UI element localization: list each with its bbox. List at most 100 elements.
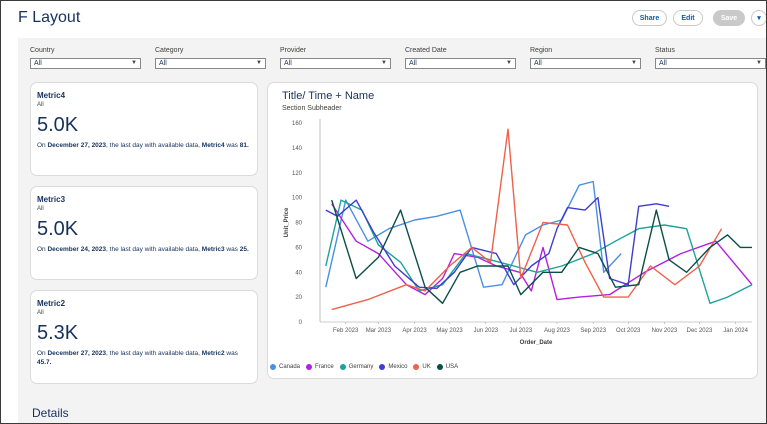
legend-item-uk[interactable]: UK	[413, 364, 431, 370]
x-axis-label: Order_Date	[520, 340, 553, 346]
note-metric: Metric2	[201, 350, 225, 357]
metric-note: On December 27, 2023, the last day with …	[37, 141, 251, 150]
filter-value: All	[34, 60, 42, 67]
region-select[interactable]: All ▼	[530, 58, 641, 69]
note-text: , the last day with available data,	[106, 142, 202, 149]
legend-label: France	[315, 364, 334, 370]
filter-category: Category All ▼	[155, 47, 266, 69]
note-text: was	[224, 246, 240, 253]
caret-down-icon: ▼	[756, 60, 762, 66]
series-line-uk	[331, 128, 723, 311]
metric-card-metric2[interactable]: Metric2 All 5.3K On December 27, 2023, t…	[30, 290, 258, 384]
metric-subtitle: All	[37, 310, 44, 316]
legend-label: Mexico	[388, 364, 408, 370]
note-text: was	[224, 350, 238, 357]
share-button[interactable]: Share	[632, 10, 667, 26]
note-metric: Metric3	[201, 246, 225, 253]
metric-card-metric4[interactable]: Metric4 All 5.0K On December 27, 2023, t…	[30, 82, 258, 176]
y-tick-label: 100	[292, 196, 303, 202]
header: F Layout Share Edit Save ▾	[1, 1, 766, 37]
note-text: , the last day with available data,	[106, 246, 202, 253]
note-text: , the last day with available data,	[106, 350, 202, 357]
chart-title: Title/ Time + Name	[282, 90, 375, 102]
filter-label: Category	[155, 47, 184, 54]
note-text: On	[37, 246, 48, 253]
filter-label: Region	[530, 47, 553, 54]
x-tick-label: Jun 2023	[473, 328, 498, 334]
y-tick-label: 80	[295, 221, 302, 227]
metric-value: 5.0K	[37, 218, 79, 240]
legend-item-france[interactable]: France	[306, 364, 334, 370]
filter-label: Status	[655, 47, 675, 54]
y-tick-label: 160	[292, 121, 303, 127]
legend-swatch	[436, 364, 443, 370]
country-select[interactable]: All ▼	[30, 58, 141, 69]
legend-swatch	[339, 364, 346, 370]
x-tick-label: Jan 2024	[723, 328, 748, 334]
metric-value: 5.3K	[37, 322, 79, 344]
filter-created-date: Created Date All ▼	[405, 47, 516, 69]
x-tick-label: Nov 2023	[652, 328, 678, 334]
note-text: On	[37, 350, 48, 357]
legend-label: USA	[445, 364, 459, 370]
metric-note: On December 27, 2023, the last day with …	[37, 349, 251, 367]
series-line-usa	[331, 199, 752, 305]
filter-value: All	[659, 60, 667, 67]
x-tick-label: Sep 2023	[580, 328, 606, 334]
x-tick-label: Apr 2023	[402, 328, 427, 334]
note-text: was	[224, 142, 240, 149]
note-date: December 27, 2023	[47, 350, 107, 357]
x-tick-label: May 2023	[436, 328, 463, 334]
filter-label: Provider	[280, 47, 307, 54]
metric-subtitle: All	[37, 102, 44, 108]
edit-button[interactable]: Edit	[673, 10, 703, 26]
note-value: 81.	[239, 142, 249, 149]
filter-status: Status All ▼	[655, 47, 766, 69]
dashboard-body: Country All ▼ Category All ▼ Provider All ▼…	[18, 38, 766, 423]
save-button[interactable]: Save	[713, 10, 745, 26]
page-title: F Layout	[18, 9, 81, 26]
legend-item-canada[interactable]: Canada	[270, 364, 300, 370]
filter-label: Created Date	[405, 47, 447, 54]
x-tick-label: Mar 2023	[366, 328, 392, 334]
legend-item-germany[interactable]: Germany	[339, 364, 374, 370]
legend-item-mexico[interactable]: Mexico	[379, 364, 407, 370]
filter-value: All	[159, 60, 167, 67]
legend-label: Canada	[279, 364, 301, 370]
x-tick-label: Oct 2023	[616, 328, 641, 334]
metric-subtitle: All	[37, 206, 44, 212]
chart-card[interactable]: Title/ Time + Name Section Subheader 0 20…	[267, 82, 758, 379]
x-tick-label: Jul 2023	[509, 328, 532, 334]
legend-swatch	[379, 364, 386, 370]
chart-legend: Canada France Germany Mexico UK USA	[270, 364, 464, 370]
filter-value: All	[409, 60, 417, 67]
legend-swatch	[306, 364, 313, 370]
y-tick-label: 0	[299, 320, 303, 326]
metric-title: Metric4	[37, 91, 66, 100]
metric-value: 5.0K	[37, 114, 79, 136]
status-select[interactable]: All ▼	[655, 58, 766, 69]
caret-down-icon: ▼	[381, 60, 387, 66]
y-tick-label: 40	[295, 270, 302, 276]
more-actions-button[interactable]: ▾	[751, 10, 766, 26]
note-value: 25.	[239, 246, 249, 253]
caret-down-icon: ▼	[256, 60, 262, 66]
category-select[interactable]: All ▼	[155, 58, 266, 69]
legend-item-usa[interactable]: USA	[436, 364, 459, 370]
created-date-select[interactable]: All ▼	[405, 58, 516, 69]
x-tick-label: Aug 2023	[544, 328, 570, 334]
filter-provider: Provider All ▼	[280, 47, 391, 69]
legend-label: Germany	[348, 364, 374, 370]
filter-country: Country All ▼	[30, 47, 141, 69]
caret-down-icon: ▼	[631, 60, 637, 66]
chart-subtitle: Section Subheader	[282, 105, 342, 112]
metric-card-metric3[interactable]: Metric3 All 5.0K On December 24, 2023, t…	[30, 186, 258, 280]
line-chart: 0 20 40 60 80 100 120 140 160 Feb 2023 Mar 2023 Apr…	[284, 119, 753, 346]
metric-note: On December 24, 2023, the last day with …	[37, 245, 251, 254]
caret-down-icon: ▼	[131, 60, 137, 66]
series-line-france	[331, 203, 753, 301]
provider-select[interactable]: All ▼	[280, 58, 391, 69]
filter-region: Region All ▼	[530, 47, 641, 69]
details-heading: Details	[32, 406, 69, 420]
